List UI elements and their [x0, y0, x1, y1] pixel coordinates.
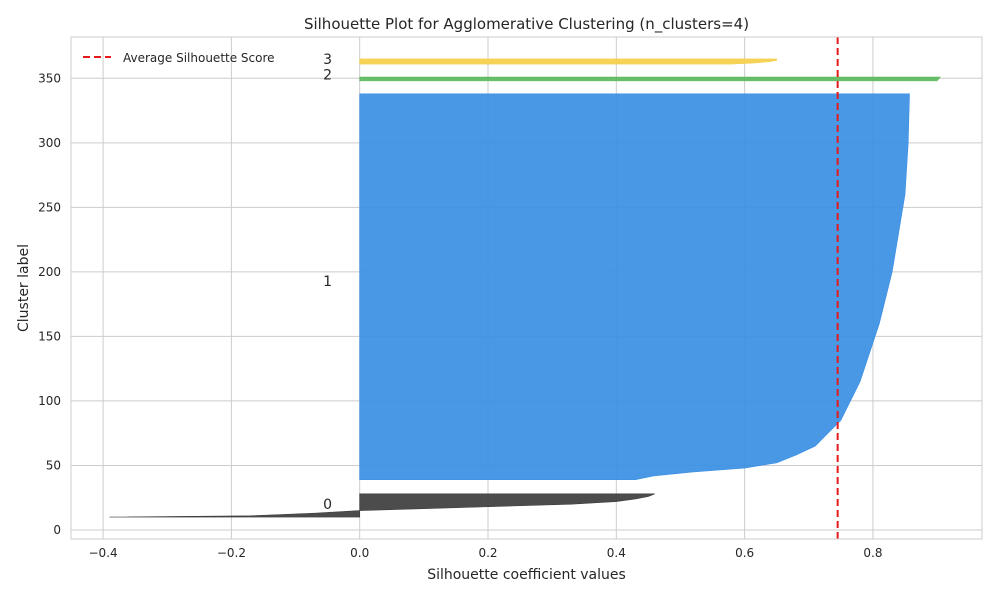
- tick-label-layer: −0.4 −0.2 0.0 0.2 0.4 0.6 0.8 0 50 100 150 200 250 30…: [38, 71, 882, 560]
- x-tick-label: −0.2: [217, 546, 246, 560]
- plot-area-frame: [70, 36, 983, 540]
- y-tick-label: 150: [38, 329, 61, 343]
- x-tick-label: 0.6: [735, 546, 754, 560]
- x-axis-label: Silhouette coefficient values: [427, 567, 626, 583]
- cluster-2-silhouette: [359, 76, 941, 82]
- y-tick-label: 100: [38, 394, 61, 408]
- y-tick-label: 350: [38, 71, 61, 85]
- cluster-label-layer: 0 1 23: [323, 52, 332, 513]
- cluster-label-2: 2: [323, 67, 332, 83]
- chart-title: Silhouette Plot for Agglomerative Cluste…: [304, 15, 749, 34]
- y-axis-label: Cluster label: [16, 244, 32, 332]
- cluster-label-3: 3: [323, 52, 332, 68]
- legend-label-average-score: Average Silhouette Score: [123, 51, 275, 65]
- x-tick-label: 0.0: [350, 546, 369, 560]
- legend: Average Silhouette Score: [83, 51, 275, 65]
- series-layer: [109, 58, 941, 518]
- y-tick-label: 300: [38, 136, 61, 150]
- cluster-1-silhouette: [359, 93, 910, 480]
- y-tick-label: 0: [53, 523, 61, 537]
- x-tick-label: 0.8: [863, 546, 882, 560]
- y-tick-label: 250: [38, 200, 61, 214]
- y-tick-label: 200: [38, 265, 61, 279]
- cluster-label-0: 0: [323, 497, 332, 513]
- cluster-0-silhouette: [109, 493, 655, 518]
- x-tick-label: 0.4: [607, 546, 626, 560]
- x-tick-label: −0.4: [89, 546, 118, 560]
- cluster-3-silhouette: [359, 58, 778, 65]
- cluster-label-1: 1: [323, 274, 332, 290]
- y-tick-label: 50: [46, 458, 61, 472]
- x-tick-label: 0.2: [478, 546, 497, 560]
